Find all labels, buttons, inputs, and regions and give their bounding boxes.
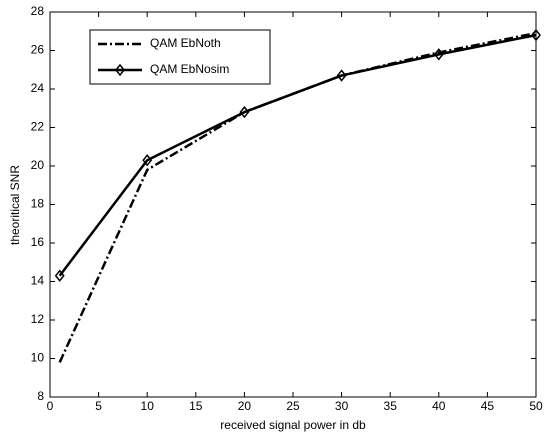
x-tick-label: 35 bbox=[384, 399, 398, 413]
marker bbox=[142, 154, 153, 167]
y-tick-label: 20 bbox=[31, 158, 45, 172]
x-axis-label: received signal power in db bbox=[220, 418, 366, 432]
y-axis-label: theoritical SNR bbox=[8, 165, 22, 245]
x-tick-label: 40 bbox=[432, 399, 446, 413]
x-tick-label: 10 bbox=[141, 399, 155, 413]
marker bbox=[54, 269, 65, 282]
x-tick-label: 50 bbox=[529, 399, 543, 413]
marker bbox=[336, 69, 347, 82]
legend-label: QAM EbNoth bbox=[150, 36, 221, 50]
x-tick-label: 5 bbox=[95, 399, 102, 413]
legend-label: QAM EbNosim bbox=[150, 62, 229, 76]
y-tick-label: 28 bbox=[31, 4, 45, 18]
y-tick-label: 18 bbox=[31, 197, 45, 211]
y-tick-label: 10 bbox=[31, 351, 45, 365]
y-tick-label: 16 bbox=[31, 235, 45, 249]
y-tick-label: 24 bbox=[31, 81, 45, 95]
x-tick-label: 45 bbox=[481, 399, 495, 413]
y-tick-label: 8 bbox=[37, 389, 44, 403]
x-tick-label: 25 bbox=[286, 399, 300, 413]
legend-marker bbox=[115, 63, 125, 77]
y-tick-label: 14 bbox=[31, 274, 45, 288]
marker bbox=[531, 28, 541, 42]
y-tick-label: 12 bbox=[31, 312, 45, 326]
y-tick-label: 22 bbox=[31, 120, 45, 134]
x-tick-label: 30 bbox=[335, 399, 349, 413]
series-line bbox=[58, 33, 537, 277]
y-tick-label: 26 bbox=[31, 43, 45, 57]
x-tick-label: 0 bbox=[47, 399, 54, 413]
x-tick-label: 15 bbox=[189, 399, 203, 413]
marker bbox=[239, 105, 250, 119]
x-tick-label: 20 bbox=[238, 399, 252, 413]
marker bbox=[433, 48, 444, 61]
